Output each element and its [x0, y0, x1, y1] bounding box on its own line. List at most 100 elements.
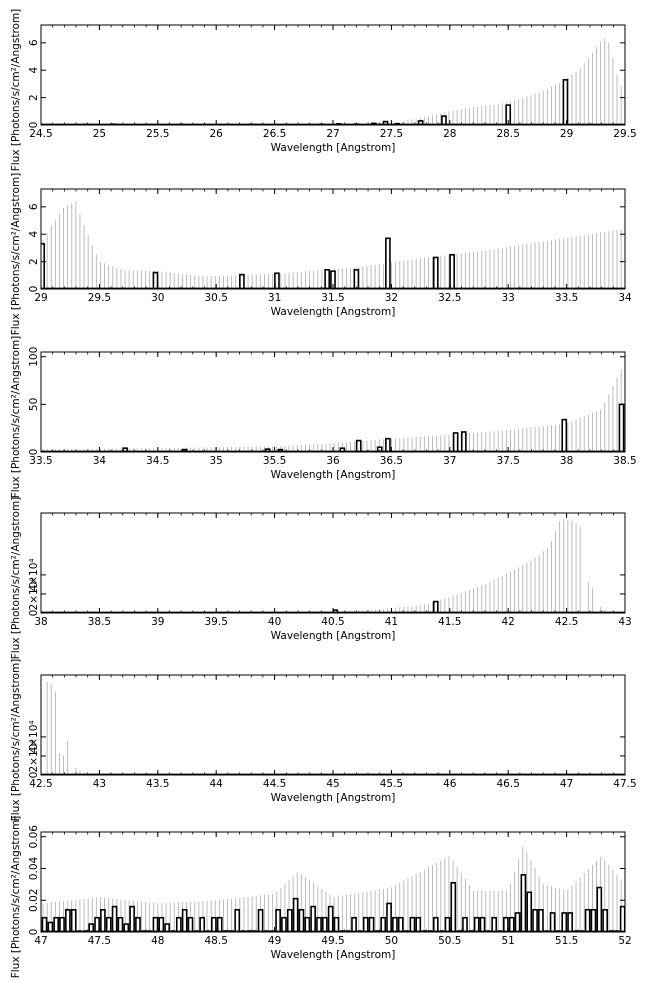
spectrum-bin: [432, 600, 439, 613]
spectrum-bin: [449, 253, 455, 289]
spectrum-bin: [618, 403, 625, 452]
spectrum-bin: [473, 916, 480, 932]
x-tick-label: 34: [93, 455, 107, 467]
x-tick-label: 48.5: [205, 935, 228, 947]
x-tick-label: 34: [618, 292, 632, 304]
spectrum-bin: [152, 271, 159, 289]
panel-5: 42.5 43 43.5 44 44.5 45 45.5 46 46.5 47 47.5 02×10⁴…: [10, 659, 637, 822]
x-tick-label: 35: [210, 455, 223, 467]
x-tick-label: 27: [326, 128, 339, 140]
spectrum-bin: [602, 908, 608, 932]
spectrum-bin: [397, 916, 404, 932]
spectrum-bin: [561, 912, 568, 932]
y-tick-label: 0: [28, 772, 40, 779]
panel-3: 33.5 34 34.5 35 35.5 36 36.5 37 37.5 38 38.5 0 50 100…: [10, 336, 637, 499]
spectrum-bin: [234, 908, 241, 932]
plot-frame: [40, 351, 626, 453]
y-tick-label: 0.04: [28, 857, 40, 881]
x-tick-label: 29.5: [88, 292, 111, 304]
spectrum-bin: [385, 437, 391, 452]
x-axis-label: Wavelength [Angstrom]: [271, 630, 396, 642]
spectrum-bin: [327, 905, 334, 932]
spectrum-bin: [567, 912, 573, 932]
x-tick-label: 43.5: [146, 778, 169, 790]
spectrum-bin: [432, 916, 439, 932]
x-tick-label: 27.5: [380, 128, 403, 140]
x-tick-label: 30.5: [205, 292, 228, 304]
spectrum-bin: [452, 432, 459, 452]
spectrum-bin: [216, 916, 223, 932]
y-tick-label: 2×10⁴: [28, 577, 40, 610]
plot-frame: [40, 674, 626, 776]
spectrum-bin: [324, 269, 331, 289]
spectrum-bin: [304, 916, 311, 932]
spectrum-bin: [281, 916, 287, 932]
x-tick-label: 29.5: [613, 128, 636, 140]
spectrum-bin: [351, 916, 357, 932]
x-tick-label: 42.5: [29, 778, 52, 790]
spectrum-bin: [239, 273, 245, 289]
x-tick-label: 52: [618, 935, 631, 947]
y-axis-label: Flux [Photons/s/cm²/Angstrom]: [10, 497, 22, 660]
spectrum-bin: [538, 908, 544, 932]
y-tick-label: 4: [28, 67, 40, 74]
x-tick-label: 32: [385, 292, 398, 304]
spectrum-bin: [70, 908, 77, 932]
spectrum-bin: [94, 916, 100, 932]
spectrum-bin: [460, 431, 467, 452]
spectrum-bin: [417, 120, 424, 125]
x-tick-label: 36.5: [380, 455, 403, 467]
x-tick-label: 38.5: [613, 455, 636, 467]
panel-1: 24.5 25 25.5 26 26.5 27 27.5 28 28.5 29 29.5 0 2 4 6 Wa…: [10, 9, 637, 172]
spectrum-bin: [385, 237, 391, 289]
x-tick-label: 33.5: [555, 292, 578, 304]
spectrum-bin: [444, 916, 451, 932]
spectrum-bin: [362, 916, 369, 932]
spectrum-bin: [450, 881, 457, 932]
x-tick-label: 46: [443, 778, 457, 790]
y-tick-label: 2: [28, 258, 40, 265]
spectrum-bin: [491, 916, 498, 932]
y-tick-label: 0.02: [28, 889, 40, 912]
x-tick-label: 47: [560, 778, 573, 790]
x-tick-label: 29: [560, 128, 573, 140]
spectrum-bin: [257, 908, 264, 932]
x-tick-label: 44: [210, 778, 224, 790]
y-tick-label: 6: [28, 203, 40, 210]
spectrum-bin: [274, 272, 280, 289]
spectrum-bin: [135, 916, 141, 932]
x-tick-label: 48: [151, 935, 164, 947]
spectrum-bin: [117, 916, 124, 932]
spectrum-bin: [514, 912, 521, 932]
y-axis-label: Flux [Photons/s/cm²/Angstrom]: [10, 9, 22, 172]
y-axis-label: Flux [Photons/s/cm²/Angstrom]: [10, 173, 22, 336]
x-tick-label: 38.5: [88, 616, 111, 628]
x-axis-label: Wavelength [Angstrom]: [271, 949, 396, 961]
spectrum-bin: [353, 269, 360, 289]
x-tick-label: 51: [502, 935, 515, 947]
y-tick-label: 0: [28, 610, 40, 617]
spectrum-bin: [590, 908, 597, 932]
spectrum-bin: [333, 916, 340, 932]
spectrum-bin: [298, 908, 305, 932]
plot-area: [41, 519, 625, 613]
y-tick-label: 0: [28, 449, 40, 456]
x-tick-label: 26: [210, 128, 224, 140]
y-tick-label: 6: [28, 39, 40, 46]
y-tick-label: 100: [28, 347, 40, 367]
y-axis-label: Flux [Photons/s/cm²/Angstrom]: [10, 816, 22, 979]
x-axis-label: Wavelength [Angstrom]: [271, 306, 396, 318]
spectrum-bin: [532, 908, 538, 932]
spectrum-bin: [275, 908, 281, 932]
x-tick-label: 34.5: [146, 455, 169, 467]
x-tick-label: 25.5: [146, 128, 169, 140]
spectrum-bin: [181, 908, 188, 932]
x-tick-label: 37.5: [497, 455, 520, 467]
spectrum-bin: [310, 905, 316, 932]
spectrum-bin: [199, 916, 206, 932]
x-tick-label: 36: [326, 455, 340, 467]
spectrum-bin: [562, 78, 569, 125]
spectrum-bin: [441, 115, 447, 125]
spectrum-bin: [187, 916, 194, 932]
